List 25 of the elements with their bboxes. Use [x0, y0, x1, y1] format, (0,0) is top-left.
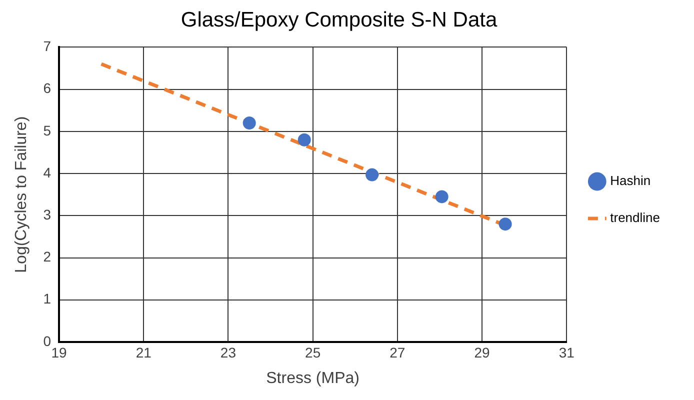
y-tick-label: 0	[43, 332, 52, 349]
point	[435, 190, 448, 204]
x-tick-label: 21	[136, 344, 152, 360]
x-tick-label: 31	[558, 344, 575, 360]
legend-label: trendline	[610, 210, 660, 226]
x-tick-label: 23	[220, 344, 236, 360]
y-tick-label: 5	[43, 122, 52, 138]
x-tick-label: 19	[51, 344, 67, 360]
y-axis-title: Log(Cycles to Failure)	[13, 116, 30, 273]
chart-title: Glass/Epoxy Composite S-N Data	[180, 8, 498, 32]
point	[498, 218, 512, 231]
y-tick-label: 4	[43, 164, 52, 180]
point	[242, 116, 256, 130]
y-tick-label: 3	[43, 206, 52, 223]
x-axis-title: Stress (MPa)	[266, 370, 360, 387]
y-tick-label: 7	[43, 38, 52, 54]
y-tick-label: 2	[43, 248, 52, 265]
x-tick-label: 29	[474, 344, 490, 360]
point	[366, 168, 379, 182]
y-tick-label: 1	[43, 290, 52, 307]
x-tick-label: 25	[305, 344, 321, 360]
x-tick-label: 27	[390, 344, 406, 360]
point	[298, 133, 311, 146]
y-tick-label: 6	[43, 80, 52, 96]
legend-label: Hashin	[610, 173, 651, 188]
